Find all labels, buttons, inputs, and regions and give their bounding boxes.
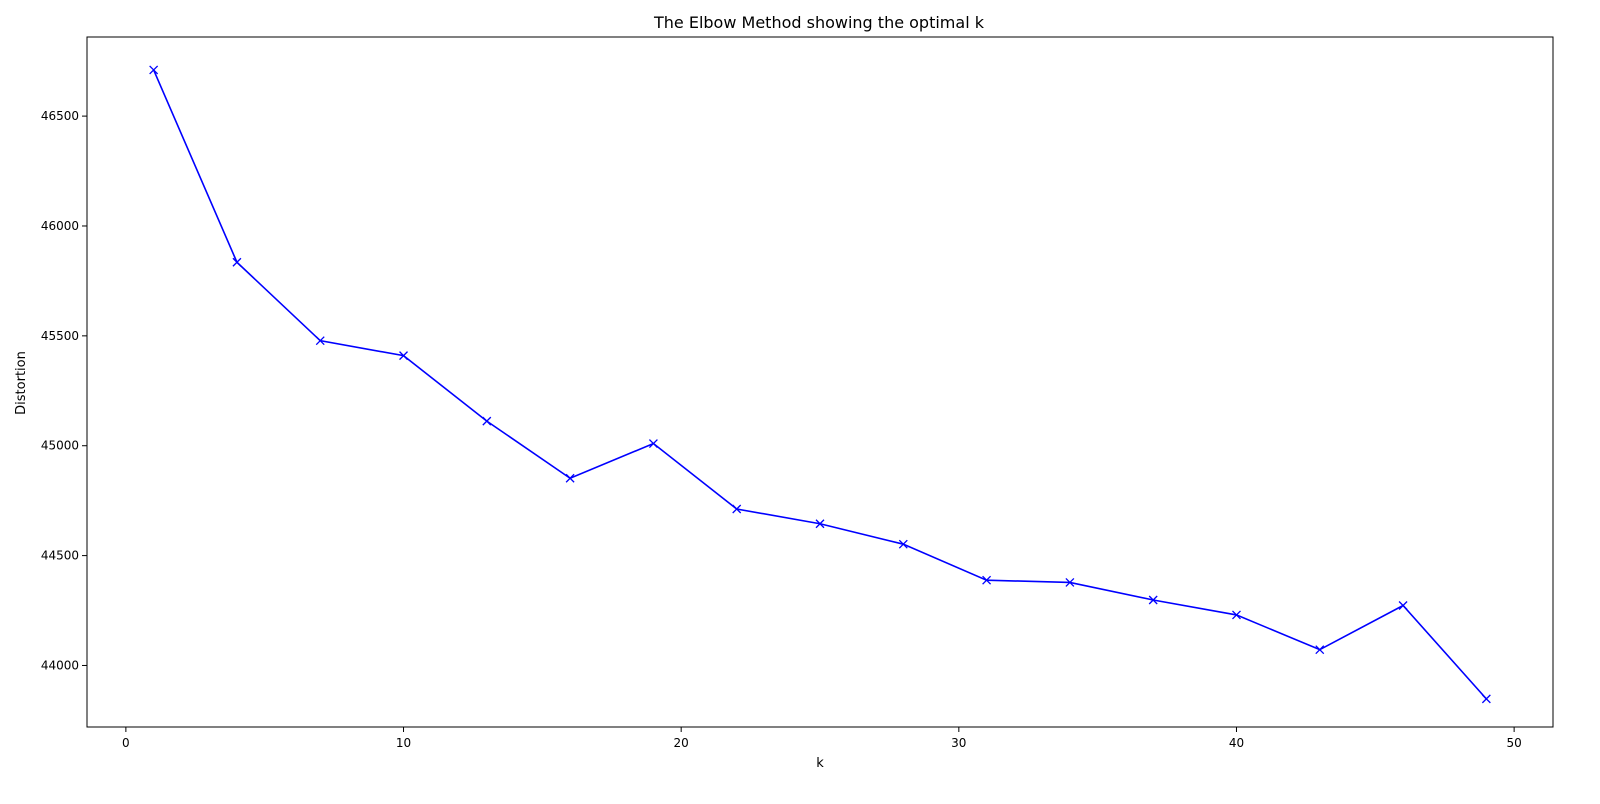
data-point-marker (149, 65, 159, 75)
x-axis-label: k (816, 756, 824, 771)
x-tick-label: 30 (951, 736, 966, 750)
chart-title: The Elbow Method showing the optimal k (653, 13, 985, 32)
data-point-marker (1148, 595, 1158, 605)
data-point-marker (1315, 645, 1325, 655)
y-tick-label: 45000 (41, 439, 79, 453)
y-tick-label: 45500 (41, 329, 79, 343)
data-point-marker (315, 336, 325, 346)
data-point-marker (565, 473, 575, 483)
y-tick-label: 46000 (41, 219, 79, 233)
data-point-marker (1232, 610, 1241, 620)
x-axis-ticks: 0 10 20 30 40 50 (122, 727, 1522, 750)
data-point-marker (1398, 601, 1408, 610)
x-tick-label: 20 (674, 736, 689, 750)
data-point-marker (482, 416, 492, 426)
data-point-marker (1065, 577, 1075, 587)
y-tick-label: 46500 (41, 109, 79, 123)
data-point-marker (648, 439, 658, 448)
plot-frame (86, 36, 1554, 728)
x-tick-label: 10 (396, 736, 411, 750)
data-point-marker (815, 519, 825, 529)
data-point-markers (149, 65, 1491, 704)
data-point-marker (399, 351, 408, 361)
data-point-marker (232, 257, 242, 267)
y-axis-label: Distortion (14, 351, 29, 415)
data-point-marker (982, 575, 992, 585)
distortion-line (152, 69, 1487, 700)
data-point-marker (898, 539, 908, 549)
y-tick-label: 44000 (41, 658, 79, 672)
data-point-marker (1481, 694, 1491, 704)
y-axis-ticks: 44000 44500 45000 45500 46000 46500 (41, 109, 87, 672)
data-point-marker (732, 504, 742, 514)
x-tick-label: 50 (1506, 736, 1521, 750)
x-tick-label: 0 (122, 736, 130, 750)
y-tick-label: 44500 (41, 549, 79, 563)
x-tick-label: 40 (1229, 736, 1244, 750)
